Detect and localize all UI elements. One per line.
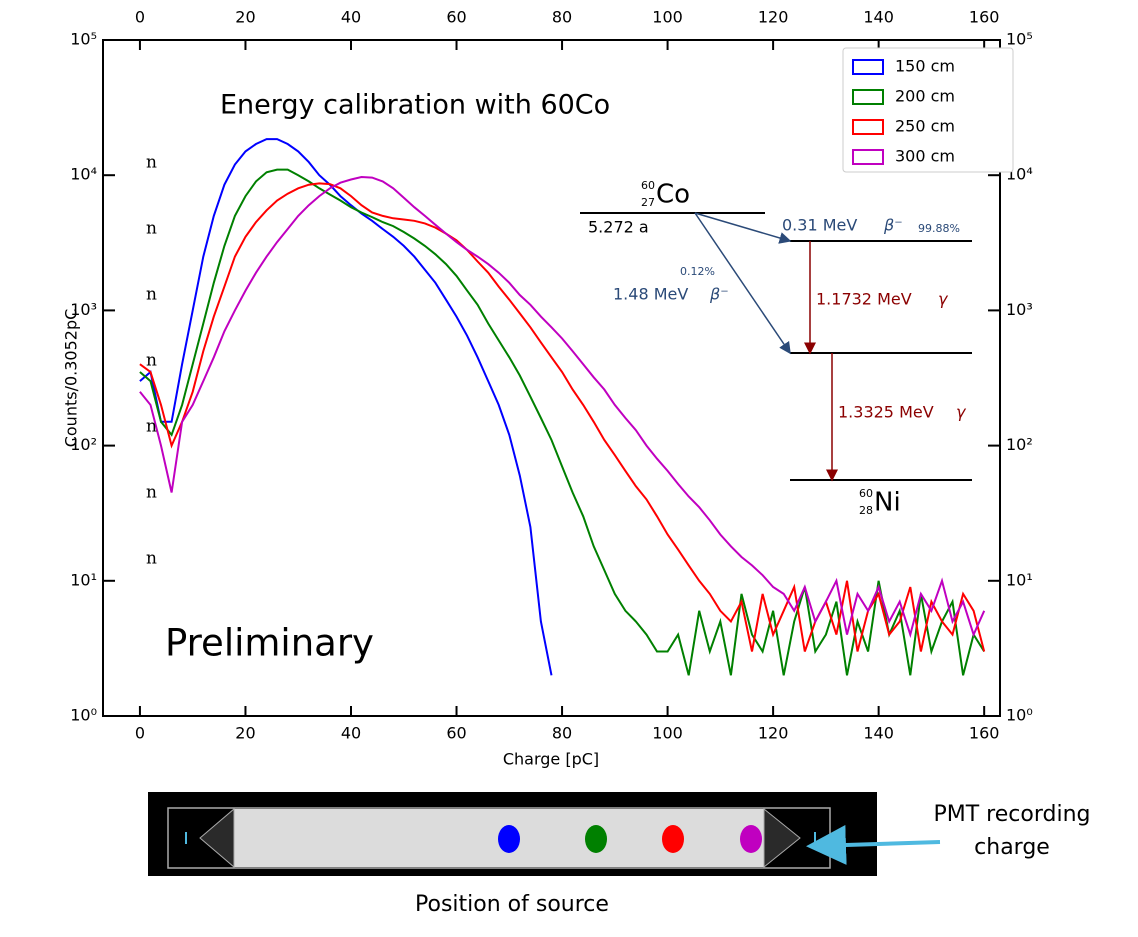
atomic-number: 28 — [859, 504, 873, 517]
gamma-symbol: γ — [956, 403, 967, 422]
y-tick-label-right: 10⁵ — [1006, 30, 1033, 49]
x-tick-label-top: 60 — [446, 8, 466, 27]
source-dot — [585, 825, 607, 853]
text-fragment: n — [146, 351, 157, 371]
x-tick-label-top: 80 — [552, 8, 572, 27]
pmt-label: charge — [974, 835, 1050, 860]
y-tick-label-right: 10³ — [1006, 300, 1033, 319]
decay-scheme: 60 27 Co 5.272 a 0.31 MeV β⁻ 99.88% 1.48… — [580, 179, 972, 518]
beta-branch: 0.12% — [680, 265, 715, 278]
text-fragment: n — [146, 417, 157, 437]
text-fragment: n — [146, 153, 157, 173]
source-dot — [740, 825, 762, 853]
series-layer — [139, 138, 986, 676]
x-tick-label: 60 — [446, 724, 466, 743]
x-tick-label: 20 — [235, 724, 255, 743]
beta-arrow — [694, 212, 792, 244]
legend-label: 150 cm — [895, 57, 955, 76]
plot-frame — [102, 39, 1001, 717]
beta-symbol: β⁻ — [883, 216, 903, 235]
legend-label: 200 cm — [895, 87, 955, 106]
legend-swatch — [852, 149, 884, 165]
x-tick-label: 160 — [969, 724, 1000, 743]
y-tick-label-right: 10⁰ — [1006, 706, 1033, 725]
x-tick-label: 100 — [652, 724, 683, 743]
legend-swatch — [852, 59, 884, 75]
x-tick-label-top: 160 — [969, 8, 1000, 27]
y-tick-label: 10⁵ — [70, 30, 97, 49]
y-tick-label: 10² — [70, 435, 97, 454]
legend-swatch — [852, 119, 884, 135]
mass-number: 60 — [641, 179, 655, 192]
watermark: Preliminary — [165, 622, 374, 665]
beta-energy: 0.31 MeV — [782, 216, 857, 235]
beta-symbol: β⁻ — [709, 285, 729, 304]
legend-label: 300 cm — [895, 147, 955, 166]
chart-title: Energy calibration with 60Co — [220, 90, 610, 121]
text-fragment: n — [146, 483, 157, 503]
x-tick-label-top: 0 — [135, 8, 145, 27]
x-axis-label: Charge [pC] — [503, 750, 599, 769]
source-dot — [498, 825, 520, 853]
y-tick-label: 10¹ — [70, 570, 97, 589]
legend-box — [842, 47, 1014, 173]
nuclide: Co — [656, 180, 690, 210]
legend-label: 250 cm — [895, 117, 955, 136]
source-dot — [662, 825, 684, 853]
x-tick-label: 120 — [758, 724, 789, 743]
beta-arrow — [694, 212, 791, 355]
y-tick-label-right: 10¹ — [1006, 570, 1033, 589]
caption: Position of source — [415, 892, 609, 917]
y-tick-label-right: 10² — [1006, 435, 1033, 454]
series-line — [139, 168, 986, 676]
text-fragment: n — [146, 549, 157, 569]
y-axis-label: Counts/0.3052pC — [62, 309, 81, 448]
x-tick-label: 40 — [341, 724, 361, 743]
y-tick-label: 10⁰ — [70, 706, 97, 725]
series-line — [139, 175, 986, 639]
text-fragment: n — [146, 219, 157, 239]
atomic-number: 27 — [641, 196, 655, 209]
y-tick-label: 10⁴ — [70, 165, 97, 184]
x-tick-label-top: 140 — [863, 8, 894, 27]
detector-figure: PMT recording charge Position of source — [148, 792, 1090, 917]
gamma-energy: 1.1732 MeV — [816, 290, 912, 309]
x-tick-label-top: 20 — [235, 8, 255, 27]
half-life: 5.272 a — [588, 218, 649, 237]
series-line — [139, 138, 553, 676]
series-line — [139, 182, 986, 652]
nuclide: Ni — [874, 488, 901, 518]
pmt-cone — [763, 807, 801, 869]
beta-energy: 1.48 MeV — [613, 285, 688, 304]
y-tick-label: 10³ — [70, 300, 97, 319]
x-tick-label-top: 100 — [652, 8, 683, 27]
x-tick-label: 0 — [135, 724, 145, 743]
gamma-symbol: γ — [938, 290, 949, 309]
pmt-cone — [199, 807, 235, 869]
x-tick-label-top: 120 — [758, 8, 789, 27]
legend-swatch — [852, 89, 884, 105]
pmt-arrow — [806, 824, 941, 865]
beta-branch: 99.88% — [918, 222, 960, 235]
x-tick-label-top: 40 — [341, 8, 361, 27]
text-fragment: n — [146, 285, 157, 305]
x-tick-label: 80 — [552, 724, 572, 743]
gamma-energy: 1.3325 MeV — [838, 403, 934, 422]
x-tick-label: 140 — [863, 724, 894, 743]
mass-number: 60 — [859, 487, 873, 500]
pmt-label: PMT recording — [934, 802, 1091, 827]
